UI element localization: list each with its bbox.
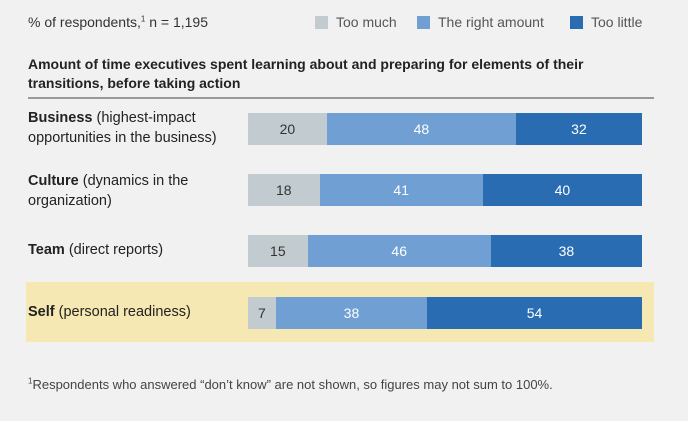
legend-item-1: The right amount [417, 14, 544, 30]
row-label-detail: (dynamics in the organization) [28, 173, 189, 209]
bar-culture: 18 41 40 [248, 174, 642, 206]
respondents-prefix: % of respondents, [28, 14, 141, 30]
bar-team: 15 46 38 [248, 235, 642, 267]
bar-segment-business-0: 20 [248, 113, 327, 145]
bar-segment-business-1: 48 [326, 113, 516, 145]
legend-label-1: The right amount [438, 14, 544, 30]
row-label-bold: Self [28, 304, 55, 320]
row-label-detail: (highest-impact opportunities in the bus… [28, 110, 217, 146]
bar-segment-culture-0: 18 [248, 174, 320, 206]
bar-segment-culture-2: 40 [482, 174, 642, 206]
row-label-self: Self (personal readiness) [28, 302, 243, 322]
row-label-team: Team (direct reports) [28, 240, 243, 260]
row-label-culture: Culture (dynamics in the organization) [28, 171, 243, 211]
row-label-bold: Business [28, 110, 93, 126]
row-label-bold: Culture [28, 173, 79, 189]
bar-segment-self-0: 7 [248, 297, 276, 329]
row-label-bold: Team [28, 242, 65, 258]
legend-label-0: Too much [336, 14, 397, 30]
bar-segment-self-1: 38 [275, 297, 428, 329]
row-label-detail: (personal readiness) [54, 304, 191, 320]
legend-item-2: Too little [570, 14, 642, 30]
bar-self: 7 38 54 [248, 297, 642, 329]
bar-segment-team-2: 38 [490, 235, 642, 267]
row-label-detail: (direct reports) [64, 242, 164, 258]
divider-rule [28, 97, 654, 99]
bar-segment-culture-1: 41 [319, 174, 483, 206]
legend-item-0: Too much [315, 14, 397, 30]
bar-segment-business-2: 32 [515, 113, 642, 145]
legend-swatch-2 [570, 15, 583, 29]
row-label-business: Business (highest-impact opportunities i… [28, 108, 243, 148]
respondents-note: % of respondents,1 n = 1,195 [28, 14, 208, 30]
legend-swatch-0 [315, 15, 328, 29]
footnote-mark: 1 [28, 376, 33, 386]
respondents-count: n = 1,195 [145, 14, 208, 30]
chart-subtitle: Amount of time executives spent learning… [28, 56, 584, 91]
footnote-text: Respondents who answered “don’t know” ar… [32, 377, 553, 392]
bar-segment-team-1: 46 [307, 235, 491, 267]
respondents-footnote-mark: 1 [140, 14, 146, 24]
legend-swatch-1 [417, 15, 430, 29]
footnote: 1Respondents who answered “don’t know” a… [28, 377, 553, 392]
bar-business: 20 48 32 [248, 113, 642, 145]
legend-label-2: Too little [591, 14, 643, 30]
bar-segment-team-0: 15 [248, 235, 308, 267]
bar-segment-self-2: 54 [427, 297, 642, 329]
